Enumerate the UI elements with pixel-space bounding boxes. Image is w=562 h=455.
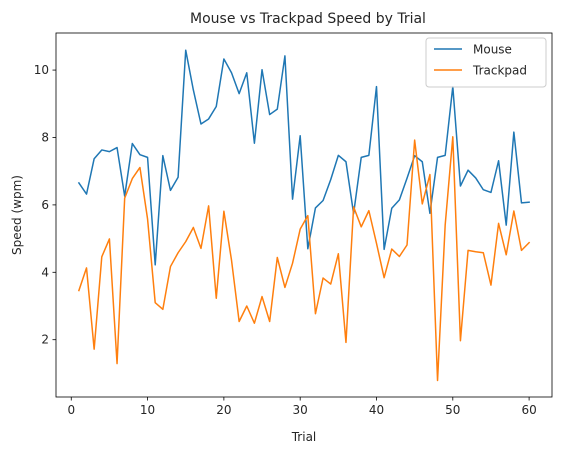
series-line-trackpad (77, 136, 531, 382)
chart-title: Mouse vs Trackpad Speed by Trial (190, 11, 426, 27)
axes-layer (55, 32, 553, 398)
series-layer (77, 49, 531, 382)
y-axis-label: Speed (wpm) (10, 175, 24, 255)
x-tick-label: 60 (521, 403, 536, 417)
x-axis: 0 10 20 30 40 50 60 (67, 397, 537, 417)
legend-box (425, 37, 547, 88)
x-tick-label: 30 (293, 403, 308, 417)
y-tick-label: 10 (34, 63, 49, 77)
y-tick-label: 4 (41, 265, 49, 279)
plot-frame (55, 32, 553, 398)
legend-label-trackpad: Trackpad (472, 64, 527, 78)
series-line-mouse (77, 49, 530, 266)
x-tick-label: 50 (445, 403, 460, 417)
legend-label-mouse: Mouse (473, 43, 512, 57)
plot-area (56, 33, 552, 397)
y-axis: 2 4 6 8 10 (34, 63, 56, 347)
x-axis-label: Trial (291, 430, 317, 444)
x-tick-label: 40 (369, 403, 384, 417)
legend: Mouse Trackpad (425, 37, 547, 88)
x-tick-label: 0 (67, 403, 75, 417)
x-tick-label: 20 (216, 403, 231, 417)
x-tick-label: 10 (140, 403, 155, 417)
y-tick-label: 2 (41, 333, 49, 347)
y-tick-label: 8 (41, 130, 49, 144)
y-tick-label: 6 (41, 198, 49, 212)
